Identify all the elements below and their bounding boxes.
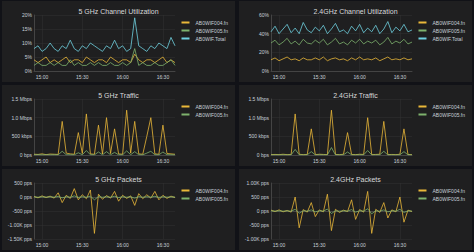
svg-text:15:00: 15:00 [273, 158, 286, 164]
svg-text:AB0WIF005.fn: AB0WIF005.fn [432, 196, 465, 202]
svg-text:AB0WIF005.fn: AB0WIF005.fn [195, 112, 228, 118]
svg-text:15:00: 15:00 [36, 242, 49, 248]
svg-text:5 GHz Packets: 5 GHz Packets [95, 176, 142, 183]
svg-text:16:30: 16:30 [394, 158, 407, 164]
svg-text:AB0WIF005.fn: AB0WIF005.fn [195, 196, 228, 202]
svg-text:1.5 Mbps: 1.5 Mbps [248, 96, 269, 102]
svg-text:60%: 60% [259, 12, 270, 18]
svg-text:1.5 Mbps: 1.5 Mbps [11, 96, 32, 102]
svg-text:15:00: 15:00 [36, 158, 49, 164]
svg-text:0 bps: 0 bps [257, 152, 270, 158]
svg-text:15:30: 15:30 [76, 242, 89, 248]
svg-text:16:00: 16:00 [116, 74, 129, 80]
svg-text:AB0WIF004.fn: AB0WIF004.fn [195, 20, 228, 26]
svg-text:500 kbps: 500 kbps [249, 133, 270, 139]
svg-text:AB0WIF.Total: AB0WIF.Total [432, 36, 462, 42]
svg-text:16:00: 16:00 [116, 158, 129, 164]
svg-text:40%: 40% [259, 31, 270, 37]
svg-text:5 GHz Traffic: 5 GHz Traffic [98, 92, 139, 99]
svg-text:15:30: 15:30 [76, 158, 89, 164]
svg-text:1.00K pps: 1.00K pps [246, 180, 269, 186]
svg-text:500 pps: 500 pps [251, 194, 269, 200]
svg-text:20%: 20% [259, 49, 270, 55]
svg-text:0%: 0% [262, 68, 270, 74]
svg-text:16:00: 16:00 [353, 242, 366, 248]
svg-text:15:00: 15:00 [273, 242, 286, 248]
svg-text:AB0WIF004.fn: AB0WIF004.fn [195, 104, 228, 110]
svg-text:AB0WIF005.fn: AB0WIF005.fn [195, 28, 228, 34]
svg-text:2.4GHz Traffic: 2.4GHz Traffic [333, 92, 378, 99]
svg-text:0 bps: 0 bps [20, 152, 33, 158]
svg-text:16:30: 16:30 [394, 242, 407, 248]
svg-text:AB0WIF.Total: AB0WIF.Total [195, 36, 225, 42]
svg-text:0 pps: 0 pps [257, 208, 270, 214]
svg-text:-500 pps: -500 pps [13, 208, 33, 214]
svg-text:20%: 20% [22, 12, 33, 18]
svg-text:-1.00K pps: -1.00K pps [245, 236, 270, 242]
svg-text:15:30: 15:30 [76, 74, 89, 80]
svg-text:16:00: 16:00 [353, 74, 366, 80]
svg-text:500 kbps: 500 kbps [12, 133, 33, 139]
svg-text:16:30: 16:30 [157, 242, 170, 248]
svg-text:-500 pps: -500 pps [250, 222, 270, 228]
svg-text:500 pps: 500 pps [14, 180, 32, 186]
svg-text:-1.50K pps: -1.50K pps [8, 236, 33, 242]
svg-text:1.0 Mbps: 1.0 Mbps [11, 115, 32, 121]
svg-text:2.4GHz Packets: 2.4GHz Packets [330, 176, 381, 183]
svg-text:2.4GHz Channel Utilization: 2.4GHz Channel Utilization [313, 8, 397, 15]
svg-text:10%: 10% [22, 40, 33, 46]
svg-text:16:30: 16:30 [157, 158, 170, 164]
svg-text:15:00: 15:00 [36, 74, 49, 80]
svg-text:0%: 0% [25, 68, 33, 74]
svg-text:AB0WIF004.fn: AB0WIF004.fn [432, 20, 465, 26]
svg-text:5 GHz Channel Utilization: 5 GHz Channel Utilization [78, 8, 158, 15]
svg-text:15:30: 15:30 [313, 158, 326, 164]
svg-text:0 pps: 0 pps [20, 194, 33, 200]
svg-text:AB0WIF004.fn: AB0WIF004.fn [432, 188, 465, 194]
svg-text:16:00: 16:00 [116, 242, 129, 248]
svg-text:AB0WIF004.fn: AB0WIF004.fn [432, 104, 465, 110]
svg-text:15:00: 15:00 [273, 74, 286, 80]
svg-text:15%: 15% [22, 26, 33, 32]
svg-text:16:30: 16:30 [157, 74, 170, 80]
svg-text:-1.00K pps: -1.00K pps [8, 222, 33, 228]
svg-text:AB0WIF005.fn: AB0WIF005.fn [432, 112, 465, 118]
svg-text:16:00: 16:00 [353, 158, 366, 164]
svg-text:15:30: 15:30 [313, 74, 326, 80]
svg-text:1.0 Mbps: 1.0 Mbps [248, 115, 269, 121]
svg-text:15:30: 15:30 [313, 242, 326, 248]
svg-text:5%: 5% [25, 54, 33, 60]
svg-text:AB0WIF005.fn: AB0WIF005.fn [432, 28, 465, 34]
svg-text:16:30: 16:30 [394, 74, 407, 80]
svg-text:AB0WIF004.fn: AB0WIF004.fn [195, 188, 228, 194]
